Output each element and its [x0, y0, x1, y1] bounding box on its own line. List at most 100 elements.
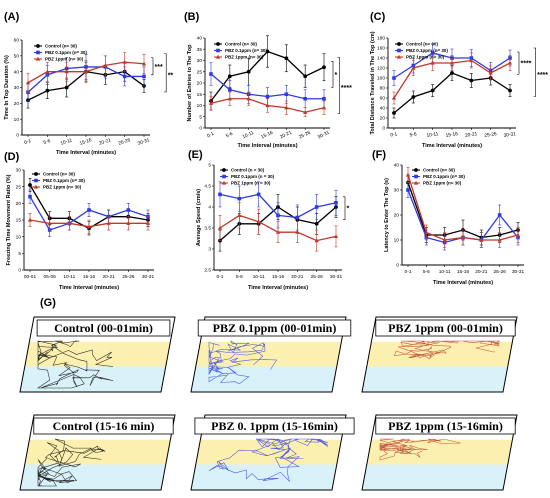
y-tick-label-C: 20 [380, 116, 386, 122]
x-tick-label-C: 5-6 [409, 132, 417, 139]
x-tick-label-B: 30-31 [317, 130, 331, 141]
y-tick-label-B: 30 [197, 58, 203, 64]
track-title: PBZ 1ppm (15-16min) [388, 419, 503, 433]
data-point-B-low [209, 72, 213, 76]
data-point-A-high [64, 69, 69, 74]
data-point-E-high [314, 238, 319, 243]
y-tick-label-D: 0 [18, 268, 21, 274]
legend-entry-B: PBZ 1ppm (n= 30) [225, 55, 264, 60]
y-tick-label-E: 4 [208, 205, 211, 211]
data-point-C-control [450, 71, 454, 75]
x-axis-label-E: Time Interval (minutes) [248, 285, 308, 291]
swim-trace [393, 340, 500, 360]
panel-label-A: (A) [4, 11, 20, 23]
data-point-B-control [227, 74, 232, 79]
x-tick-label-C: 25-26 [484, 131, 497, 139]
sig-label-A: *** [155, 64, 163, 71]
y-tick-label-D: 30 [16, 168, 22, 174]
track-title: PBZ 0. 1ppm (15-16min) [211, 419, 338, 433]
data-point-D-high [145, 221, 151, 225]
data-point-F-high [497, 237, 502, 242]
data-point-E-high [217, 225, 223, 230]
x-tick-label-B: 0-1 [206, 131, 215, 140]
chart-B: (B) 0 5 10 15 20 25 30 35 40 0-1 5-6 10-11 15-16 20-21… [184, 11, 352, 149]
data-point-B-control [284, 56, 289, 61]
sig-label-E: * [347, 206, 350, 213]
tank-outline [361, 316, 518, 393]
x-tick-label-B: 10-11 [242, 130, 256, 141]
y-tick-label-C: 160 [377, 46, 385, 52]
panel-label-E: (E) [188, 149, 203, 161]
data-point-B-high [284, 105, 289, 110]
x-tick-label-A: 30-31 [137, 137, 151, 147]
chart-F: (F) 0 10 20 30 40 0-1 5-6 10-11 15-16 20-21 25-26 30… [372, 149, 524, 286]
data-point-E-low [334, 201, 338, 205]
y-tick-label-A: 20 [14, 101, 20, 107]
data-point-E-high [275, 230, 281, 234]
swim-trace [208, 340, 278, 385]
x-tick-label-F: 10-11 [439, 269, 451, 275]
chart-D: (D) 0 5 10 15 20 25 30 00-01 05-06 10-11 15-16 20-21… [4, 151, 154, 291]
legend-marker-F [413, 180, 419, 185]
x-axis-label-C: Time Interval (minutes) [422, 143, 482, 149]
data-point-D-high [67, 221, 72, 225]
y-tick-label-B: 0 [199, 126, 202, 132]
data-point-C-low [430, 51, 435, 55]
panel-label-D: (D) [4, 151, 20, 163]
y-tick-label-A: 60 [14, 38, 20, 44]
data-point-D-high [86, 224, 92, 229]
legend-entry-E: Control (n = 30) [231, 168, 265, 173]
x-tick-label-E: 10-11 [253, 274, 265, 280]
panel-label-C: (C) [370, 11, 386, 23]
legend-entry-B: Control (n= 30) [225, 42, 257, 47]
track-tank-4: Control (15-16 min) [19, 414, 176, 491]
data-point-B-low [322, 96, 326, 101]
panel-label-F: (F) [372, 149, 386, 161]
panel-label-G: (G) [40, 297, 56, 309]
data-point-B-control [322, 65, 326, 70]
data-point-A-high [141, 61, 147, 66]
y-tick-label-E: 3.5 [204, 226, 211, 232]
data-point-C-control [430, 88, 435, 93]
x-tick-label-F: 20-21 [475, 269, 488, 275]
legend-marker-E [222, 174, 226, 179]
data-point-B-control [303, 74, 308, 79]
data-point-C-high [391, 95, 397, 100]
legend-marker-E [221, 180, 227, 185]
data-point-C-low [392, 76, 396, 80]
data-point-D-high [126, 221, 131, 225]
legend-marker-B [216, 48, 220, 53]
x-tick-label-D: 15-16 [83, 274, 96, 280]
x-tick-label-B: 5-6 [225, 131, 234, 140]
legend-marker-B [216, 42, 220, 46]
y-tick-label-A: 0 [16, 133, 19, 139]
data-point-B-high [303, 110, 308, 114]
data-point-F-high [479, 237, 484, 242]
y-axis-label-A: Time In Top Duration (%) [4, 55, 10, 120]
chart-C: (C) 0 20 40 60 80 100 120 140 160 180 0-1 5-6 10-11 15… [370, 11, 548, 149]
x-tick-label-B: 20-21 [279, 130, 293, 141]
legend-entry-C: PBZ 0.1ppm (n= 30) [406, 48, 448, 53]
tank-outline [361, 414, 518, 491]
y-tick-label-B: 5 [199, 114, 202, 120]
chart-E: (E) 2.5 3 3.5 4 4.5 5 0-1 5-6 10-11 15-16 20-21 25-2… [188, 149, 350, 291]
y-tick-label-B: 10 [197, 103, 203, 109]
y-axis-label-E: Average Speed (cm/s) [196, 189, 202, 246]
y-tick-label-B: 15 [197, 92, 203, 98]
track-title-box [33, 417, 174, 435]
data-point-E-high [237, 213, 242, 217]
y-tick-label-A: 30 [14, 85, 20, 91]
data-point-A-control [45, 88, 50, 93]
x-tick-label-E: 20-21 [291, 274, 304, 280]
y-tick-label-C: 140 [377, 56, 385, 62]
data-point-E-high [256, 219, 261, 224]
track-title: PBZ 1ppm (00-01min) [388, 321, 503, 335]
tank-outline [19, 414, 176, 491]
y-axis-label-F: Latency to Enter The Top (s) [384, 178, 390, 252]
legend-entry-E: PBZ 1ppm (n = 30) [231, 181, 271, 186]
track-title-box [197, 319, 352, 337]
data-point-E-high [295, 230, 300, 234]
legend-marker-D [34, 178, 38, 183]
x-axis-label-A: Time Interval (minutes) [56, 150, 116, 156]
y-tick-label-A: 10 [14, 117, 20, 123]
